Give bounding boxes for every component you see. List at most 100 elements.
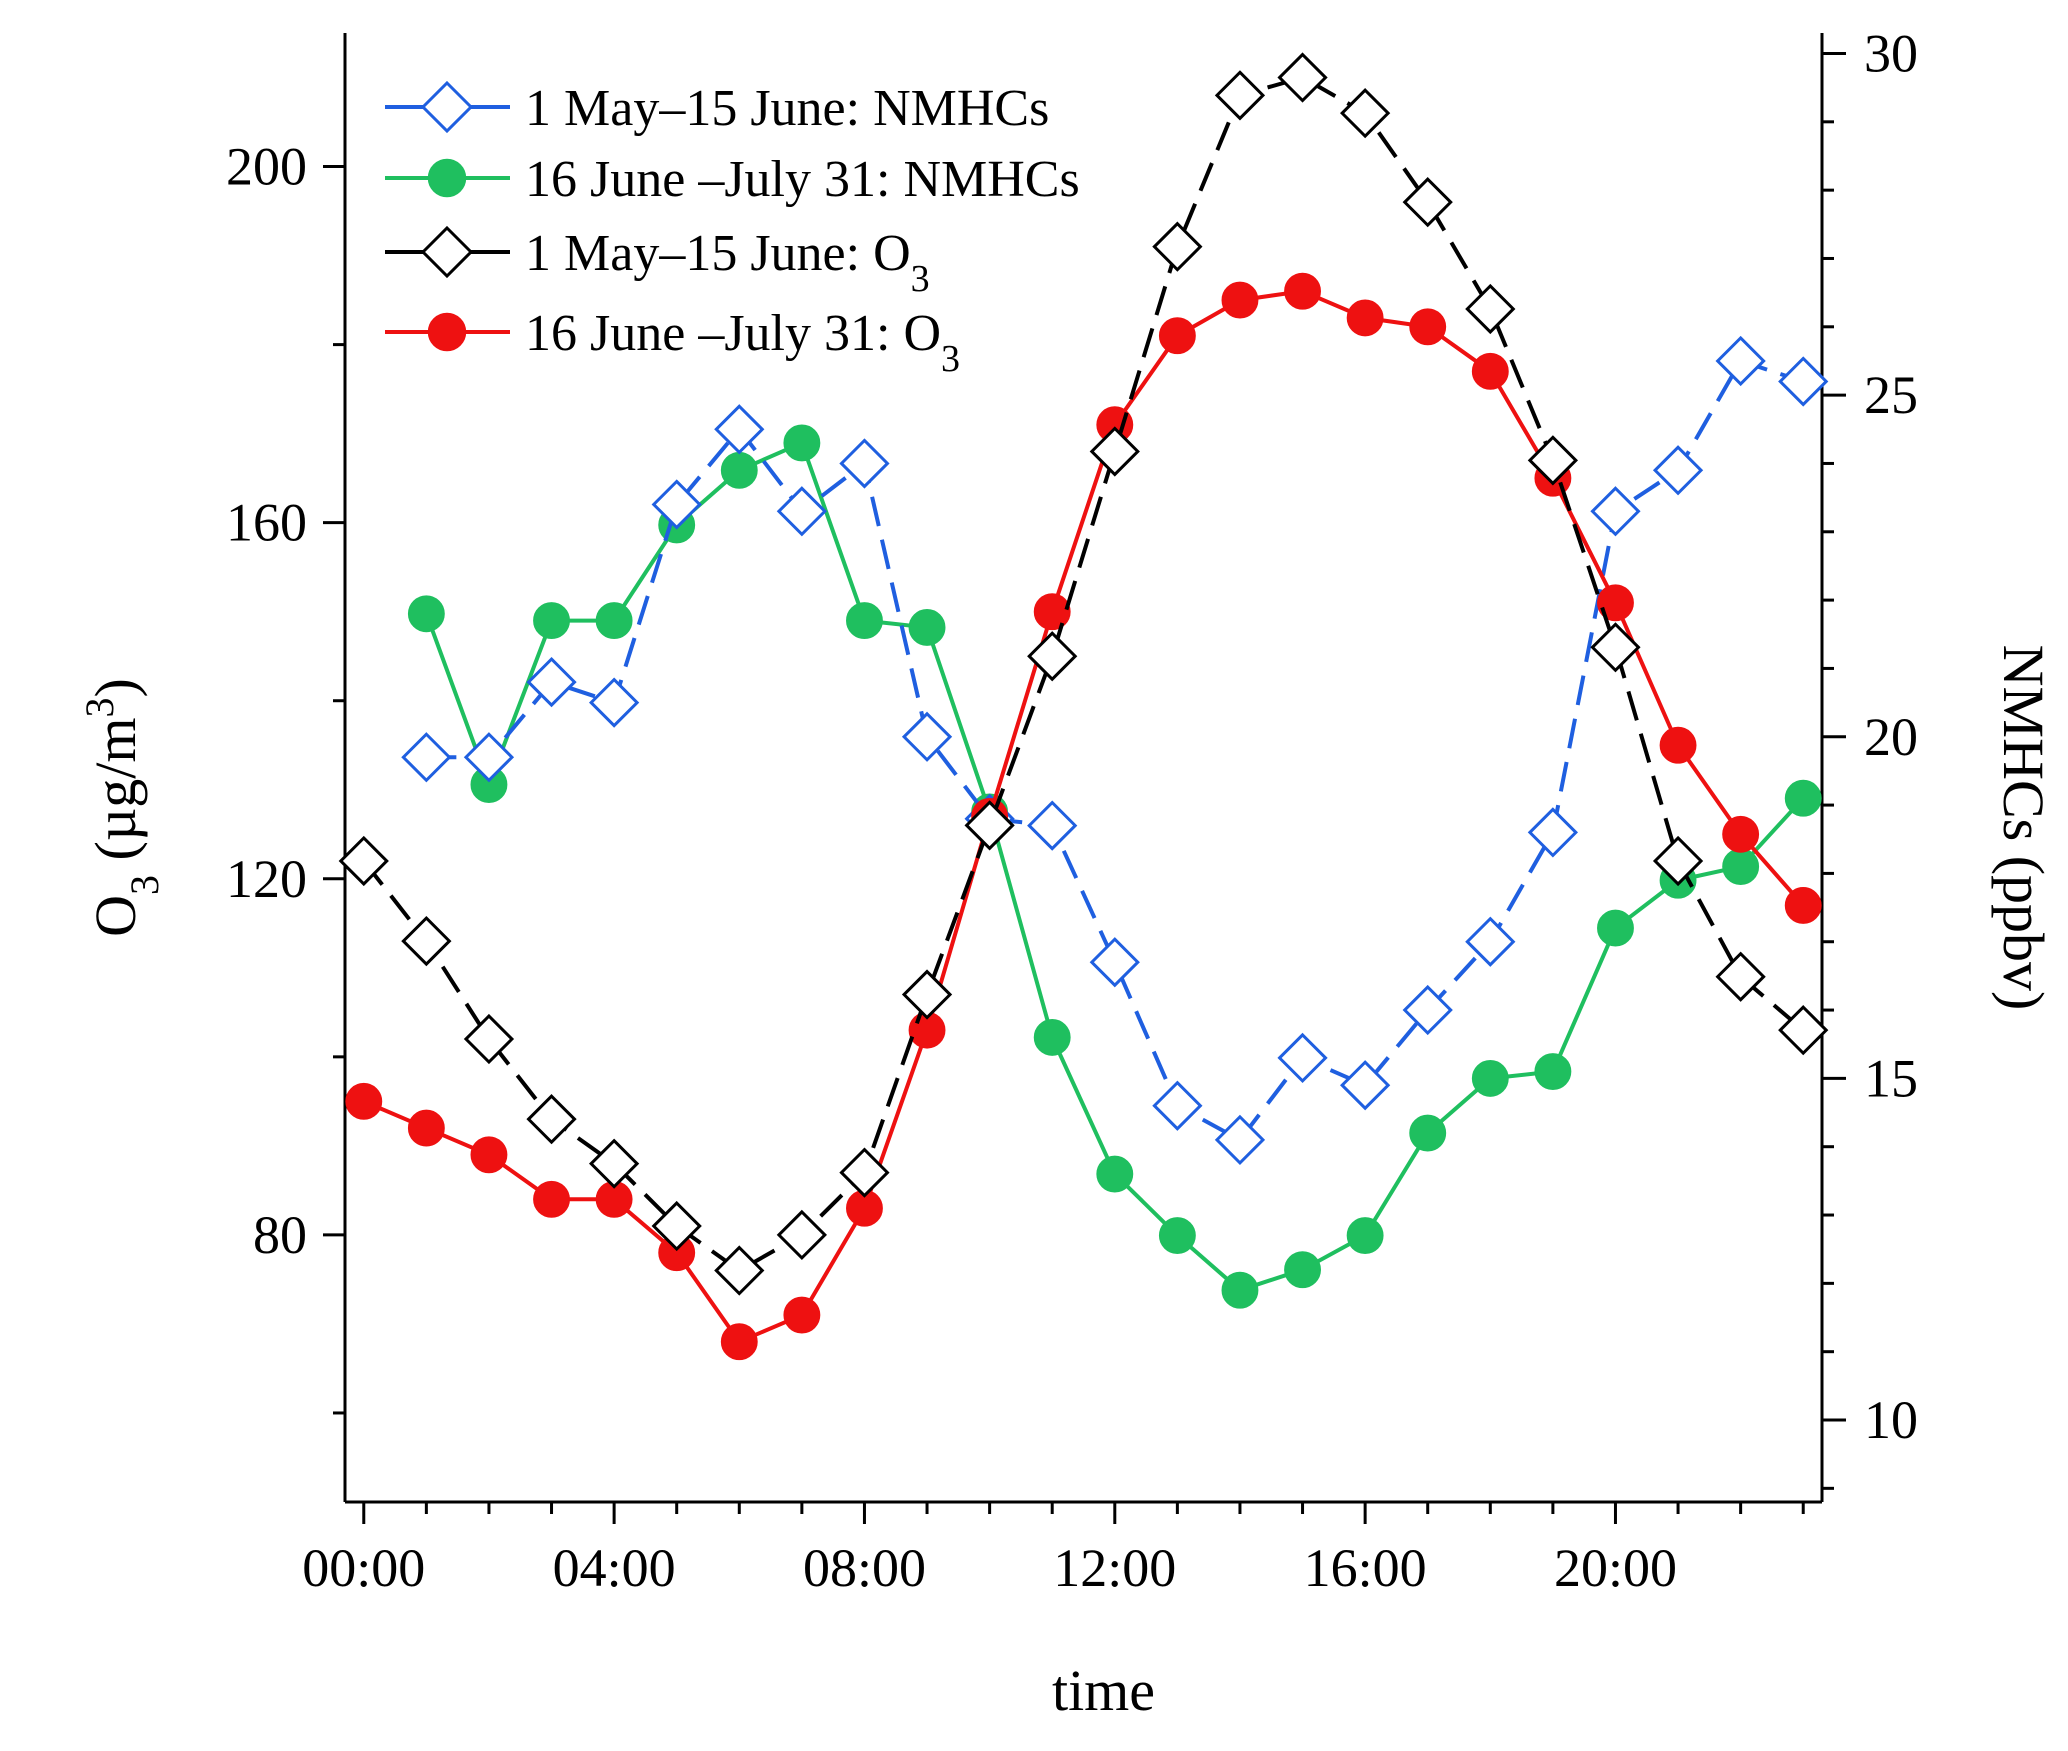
data-point: [588, 677, 640, 728]
left-tick-label: 120: [226, 849, 307, 909]
data-point: [407, 1109, 445, 1147]
data-point: [714, 404, 765, 455]
legend-label: 1 May–15 June: O3: [525, 225, 930, 300]
data-point: [595, 602, 633, 640]
data-point: [1465, 916, 1516, 967]
data-point: [1784, 779, 1822, 817]
data-point: [1214, 1114, 1266, 1165]
data-point: [901, 711, 953, 762]
data-point: [1158, 317, 1196, 355]
legend-marker: [427, 312, 467, 352]
data-point: [1277, 52, 1328, 103]
data-point: [1722, 848, 1760, 886]
x-tick-label: 08:00: [803, 1538, 926, 1598]
data-point: [1527, 435, 1579, 486]
legend-marker: [427, 158, 467, 198]
right-tick-label: 30: [1864, 23, 1918, 83]
data-point: [1778, 356, 1829, 407]
data-point: [1715, 951, 1766, 1002]
x-tick-label: 20:00: [1554, 1538, 1677, 1598]
data-point: [407, 595, 445, 633]
data-point: [1722, 815, 1760, 853]
data-point: [1027, 631, 1078, 682]
data-point: [1534, 1053, 1572, 1090]
data-point: [783, 1296, 821, 1334]
data-point: [1089, 426, 1140, 477]
x-tick-label: 16:00: [1304, 1538, 1427, 1598]
left-tick-label: 160: [226, 493, 307, 553]
data-point: [776, 1209, 827, 1261]
data-point: [1277, 1032, 1328, 1084]
legend-item: 16 June –July 31: NMHCs: [385, 151, 1080, 208]
series-line: [426, 358, 1804, 1142]
data-point: [1471, 1059, 1509, 1097]
data-point: [1784, 887, 1822, 924]
x-tick-label: 12:00: [1053, 1538, 1176, 1598]
data-point: [1152, 1080, 1203, 1131]
series-3: [345, 272, 1822, 1361]
data-point: [401, 915, 452, 967]
legend-label: 1 May–15 June: NMHCs: [525, 80, 1049, 137]
data-point: [1027, 800, 1078, 851]
data-point: [1346, 299, 1384, 337]
data-point: [1471, 352, 1509, 390]
data-point: [338, 835, 389, 887]
series-2: [338, 52, 1829, 1296]
data-point: [533, 602, 570, 640]
data-point: [1033, 593, 1071, 631]
series-line: [362, 75, 1805, 1273]
right-tick-label: 15: [1864, 1048, 1918, 1108]
data-point: [1221, 1271, 1259, 1309]
data-point: [1590, 486, 1641, 537]
data-point: [526, 1094, 577, 1145]
data-point: [714, 1245, 765, 1296]
data-point: [1409, 1114, 1447, 1152]
data-point: [1652, 445, 1704, 496]
data-point: [345, 1082, 383, 1120]
data-point: [839, 1147, 890, 1198]
data-point: [1284, 272, 1321, 310]
x-tick-label: 00:00: [302, 1538, 425, 1598]
data-point: [1284, 1251, 1321, 1289]
series-layer: [338, 52, 1829, 1361]
data-point: [651, 479, 702, 530]
data-point: [1096, 1155, 1134, 1193]
legend-marker: [420, 80, 474, 134]
left-tick-label: 80: [253, 1205, 307, 1265]
data-point: [1402, 984, 1453, 1036]
data-point: [1659, 726, 1697, 764]
data-point: [908, 608, 946, 646]
data-point: [901, 969, 953, 1020]
left-axis-title: O3 (µg/m3): [77, 678, 167, 937]
data-point: [588, 1138, 640, 1189]
data-point: [846, 602, 883, 640]
left-tick-label: 200: [226, 137, 307, 197]
right-tick-label: 10: [1864, 1390, 1918, 1450]
data-point: [1465, 283, 1516, 335]
data-point: [533, 1180, 570, 1218]
data-point: [839, 438, 890, 489]
data-point: [1597, 584, 1634, 622]
data-point: [470, 1136, 508, 1174]
data-point: [1402, 177, 1453, 228]
legend-item: 16 June –July 31: O3: [385, 305, 960, 380]
data-point: [1158, 1217, 1196, 1254]
data-point: [1409, 308, 1447, 346]
data-point: [651, 1200, 702, 1252]
data-point: [964, 800, 1015, 851]
data-point: [463, 1013, 515, 1065]
legend-label: 16 June –July 31: NMHCs: [525, 151, 1080, 208]
legend-item: 1 May–15 June: O3: [385, 225, 930, 300]
data-point: [1033, 1018, 1071, 1056]
series-line: [362, 289, 1805, 1344]
x-axis-title: time: [1052, 1658, 1155, 1723]
data-point: [1089, 937, 1140, 988]
data-point: [720, 1323, 758, 1361]
right-tick-label: 25: [1864, 365, 1918, 425]
data-point: [1340, 1060, 1391, 1111]
data-point: [401, 732, 452, 783]
data-point: [1221, 281, 1259, 319]
data-point: [1346, 1217, 1384, 1254]
data-point: [1527, 807, 1579, 858]
legend: 1 May–15 June: NMHCs 16 June –July 31: NM…: [385, 80, 1080, 380]
